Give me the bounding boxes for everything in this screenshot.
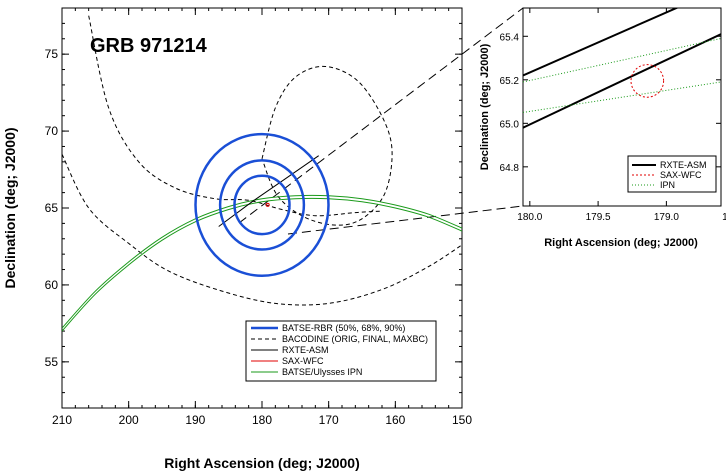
main-x-tick-label: 190: [185, 413, 205, 427]
main-x-tick-label: 180: [252, 413, 272, 427]
bacodine-circle-0: [261, 65, 393, 226]
main-x-tick-label: 210: [52, 413, 72, 427]
bacodine-circle-2: [62, 153, 462, 306]
main-x-axis-label: Right Ascension (deg; J2000): [164, 455, 360, 471]
inset-x-axis-label: Right Ascension (deg; J2000): [544, 237, 698, 249]
chart-title: GRB 971214: [90, 35, 208, 57]
legend-label-batse-rbr: BATSE-RBR (50%, 68%, 90%): [282, 323, 405, 333]
inset-x-tick-label: 179.5: [586, 212, 611, 223]
main-y-tick-label: 70: [45, 124, 59, 138]
inset-connector-bottom: [287, 205, 524, 235]
inset-axis-ticks: 180.0 179.5 179.0 178.5 64.8 65.0 65.2 65.4: [500, 8, 726, 223]
inset-plot-frame: [522, 7, 722, 207]
inset-legend: RXTE-ASM SAX-WFC IPN: [627, 155, 717, 193]
main-y-tick-label: 55: [45, 355, 59, 369]
inset-x-tick-label: 179.0: [654, 212, 679, 223]
inset-y-tick-label: 64.8: [500, 163, 520, 174]
legend-label-rxte-asm: RXTE-ASM: [282, 345, 329, 355]
main-x-tick-label: 160: [385, 413, 405, 427]
ipn-annulus-outer-edge: [62, 197, 462, 332]
main-legend-box: [245, 320, 437, 382]
inset-legend-label-ipn: IPN: [660, 180, 675, 190]
batse-rbr-circle-50: [233, 174, 291, 236]
inset-y-tick-label: 65.2: [500, 76, 520, 87]
main-y-tick-label: 75: [45, 47, 59, 61]
sax-wfc-circle-main: [265, 202, 270, 207]
inset-y-tick-label: 65.4: [500, 32, 520, 43]
inset-x-tick-label: 180.0: [517, 212, 542, 223]
inset-rxte-asm-edge-1: [523, 8, 679, 77]
ipn-annulus-inner-edge: [62, 194, 462, 329]
inset-sax-wfc-circle: [630, 64, 665, 98]
inset-rxte-asm-edge-0: [523, 33, 721, 129]
bacodine-circle-1: [88, 15, 383, 217]
batse-rbr-circle-90: [194, 132, 330, 277]
main-x-tick-label: 150: [452, 413, 472, 427]
inset-y-tick-label: 65.0: [500, 119, 520, 130]
inset-ipn-edge-1: [523, 37, 721, 83]
main-x-tick-label: 200: [119, 413, 139, 427]
main-y-tick-label: 65: [45, 201, 59, 215]
main-axis-ticks: 210 200 190 180 170 160 150 55 60 65 70 75: [45, 7, 472, 427]
legend-label-ipn: BATSE/Ulysses IPN: [282, 367, 362, 377]
legend-label-bacodine: BACODINE (ORIG, FINAL, MAXBC): [282, 334, 428, 344]
inset-x-tick-label: 178.5: [722, 212, 726, 223]
legend-label-sax-wfc: SAX-WFC: [282, 356, 324, 366]
inset-legend-label-sax-wfc: SAX-WFC: [660, 170, 702, 180]
main-y-tick-label: 60: [45, 278, 59, 292]
inset-ipn-edge-0: [523, 81, 721, 113]
main-y-axis-label: Declination (deg; J2000): [2, 127, 18, 288]
main-x-tick-label: 170: [319, 413, 339, 427]
batse-rbr-circle-68: [218, 159, 306, 251]
main-series-layer: [62, 15, 462, 332]
inset-legend-box: [627, 155, 717, 193]
inset-y-axis-label: Declination (deg; J2000): [479, 43, 491, 170]
inset-connector-top: [238, 7, 524, 224]
inset-legend-label-rxte-asm: RXTE-ASM: [660, 160, 707, 170]
main-legend: BATSE-RBR (50%, 68%, 90%) BACODINE (ORIG…: [245, 320, 437, 382]
inset-series-layer: [523, 8, 721, 129]
